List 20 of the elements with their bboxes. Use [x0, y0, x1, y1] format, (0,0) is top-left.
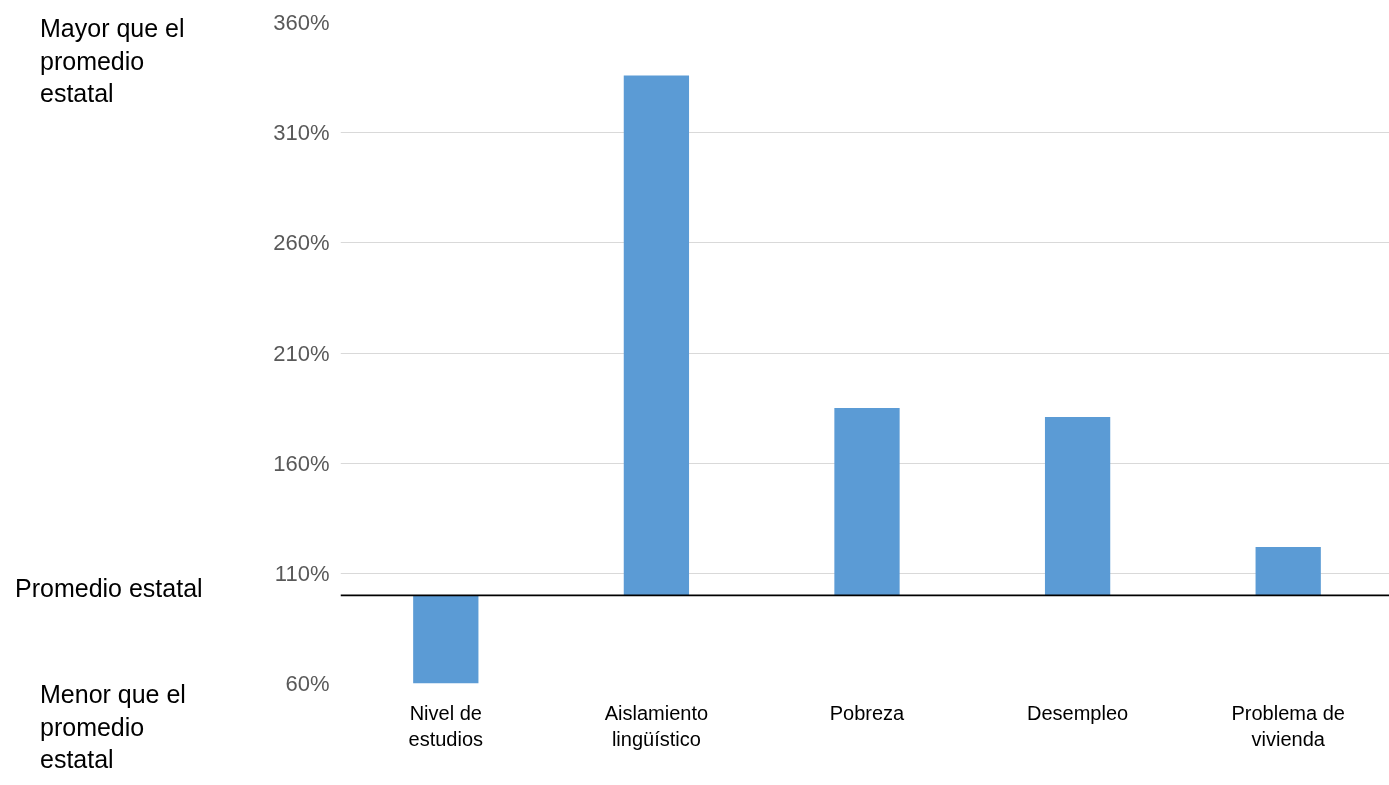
x-tick-label: Problema de vivienda	[1231, 701, 1345, 750]
x-tick-label: Nivel de estudios	[408, 701, 484, 750]
bar	[834, 408, 900, 596]
y-tick-label: 160%	[273, 450, 330, 476]
text: Mayor que el promedio estatal	[40, 13, 185, 109]
x-tick-label: Pobreza	[829, 701, 906, 724]
bar	[1255, 546, 1321, 596]
bar	[623, 75, 690, 596]
text: Menor que el promedio estatal	[40, 679, 186, 775]
x-tick-label: Desempleo	[1027, 701, 1129, 724]
bar	[413, 595, 479, 684]
ref-line-label: Promedio estatal	[15, 573, 203, 604]
y-tick-label: 110%	[274, 560, 330, 586]
x-tick-label: Aislamiento lingüístico	[604, 701, 709, 750]
y-tick-label: 360%	[273, 10, 330, 35]
y-tick-label: 60%	[285, 671, 330, 696]
y-tick-label: 260%	[273, 230, 330, 256]
y-tick-label: 210%	[273, 340, 330, 366]
y-tick-label: 310%	[273, 120, 330, 146]
bar	[1044, 416, 1111, 596]
